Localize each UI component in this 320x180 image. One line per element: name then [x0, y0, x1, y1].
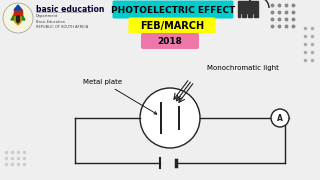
Text: Monochromatic light: Monochromatic light — [207, 65, 279, 71]
Polygon shape — [15, 14, 21, 25]
Bar — [252, 1, 253, 13]
FancyBboxPatch shape — [129, 17, 215, 33]
Bar — [254, 1, 255, 17]
Bar — [160, 102, 162, 134]
Bar — [14, 10, 22, 15]
Bar — [250, 1, 252, 17]
Bar — [244, 1, 245, 17]
FancyBboxPatch shape — [113, 1, 234, 19]
Text: PHOTOELECTRIC EFFECT: PHOTOELECTRIC EFFECT — [111, 6, 235, 15]
Text: 2018: 2018 — [157, 37, 182, 46]
Circle shape — [3, 3, 33, 33]
Bar — [178, 106, 180, 130]
Text: FEB/MARCH: FEB/MARCH — [140, 21, 204, 31]
Polygon shape — [11, 7, 25, 20]
Circle shape — [140, 88, 200, 148]
Bar — [246, 1, 247, 13]
Text: Department
Basic Education
REPUBLIC OF SOUTH AFRICA: Department Basic Education REPUBLIC OF S… — [36, 14, 88, 29]
Polygon shape — [17, 16, 20, 23]
Bar — [256, 1, 258, 17]
Bar — [242, 1, 244, 17]
Bar — [10, 10, 26, 26]
FancyBboxPatch shape — [141, 33, 199, 49]
Bar — [240, 1, 242, 13]
Text: Metal plate: Metal plate — [84, 79, 157, 114]
Polygon shape — [14, 5, 22, 10]
Circle shape — [271, 109, 289, 127]
Bar — [238, 1, 239, 17]
Text: A: A — [277, 114, 283, 123]
Text: basic education: basic education — [36, 4, 104, 14]
Bar — [248, 1, 250, 17]
